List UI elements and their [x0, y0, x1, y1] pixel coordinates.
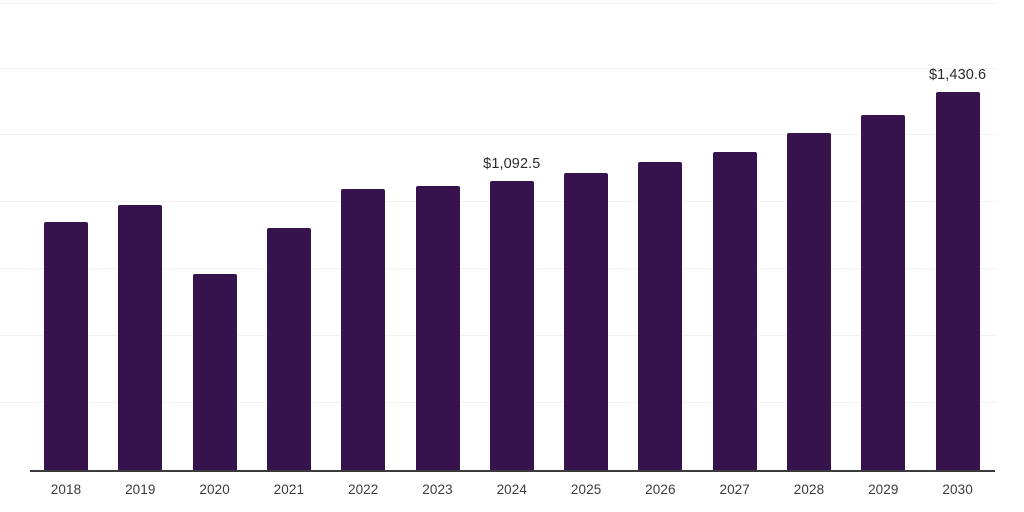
bar-group[interactable] [787, 0, 831, 471]
bar-group[interactable] [861, 0, 906, 471]
bar-2029[interactable] [861, 115, 906, 471]
bar-2023[interactable] [415, 186, 460, 471]
bar-2020[interactable] [192, 273, 237, 471]
x-tick-label-2022: 2022 [347, 482, 379, 497]
bar-2028[interactable] [787, 132, 831, 471]
bar-value-label-2030: $1,430.6 [928, 66, 987, 83]
bar-2025[interactable] [564, 172, 609, 471]
x-tick-label-2018: 2018 [50, 482, 82, 497]
bar-group[interactable]: $1,430.6 [929, 0, 986, 471]
x-axis-tick-labels: 2018 2019 2020 2021 2022 2023 2024 2025 2026 2027… [0, 482, 1024, 512]
x-tick-label-2027: 2027 [719, 482, 750, 497]
x-tick-label-2021: 2021 [273, 482, 305, 497]
bar-group[interactable]: $1,092.5 [483, 0, 540, 471]
bar-2027[interactable] [712, 151, 757, 471]
plot-area: $1,092.5 $1,430.6 [44, 0, 986, 471]
bar-group[interactable] [118, 0, 163, 471]
bar-group[interactable] [564, 0, 609, 471]
bar-2018[interactable] [44, 221, 88, 471]
bar-value-label-2024: $1,092.5 [483, 156, 541, 173]
x-axis-line [30, 470, 995, 472]
bar-group[interactable] [341, 0, 386, 471]
x-tick-label-2025: 2025 [570, 482, 602, 497]
bar-group[interactable] [712, 0, 757, 471]
x-tick-label-2028: 2028 [793, 482, 825, 497]
x-tick-label-2029: 2029 [868, 482, 899, 497]
x-tick-label-2019: 2019 [125, 482, 156, 497]
x-tick-label-2020: 2020 [199, 482, 230, 497]
bar-2024[interactable] [489, 181, 534, 471]
bar-group[interactable] [638, 0, 683, 471]
bar-group[interactable] [192, 0, 237, 471]
x-tick-label-2023: 2023 [422, 482, 453, 497]
bar-group[interactable] [44, 0, 88, 471]
bar-group[interactable] [415, 0, 460, 471]
bar-2021[interactable] [266, 228, 311, 471]
bar-group[interactable] [266, 0, 311, 471]
x-tick-label-2024: 2024 [496, 482, 528, 497]
bar-2019[interactable] [118, 204, 163, 471]
bar-2026[interactable] [638, 161, 683, 471]
bar-2022[interactable] [341, 189, 386, 471]
x-tick-label-2030: 2030 [942, 482, 973, 497]
x-tick-label-2026: 2026 [645, 482, 676, 497]
bar-2030[interactable] [935, 91, 980, 471]
